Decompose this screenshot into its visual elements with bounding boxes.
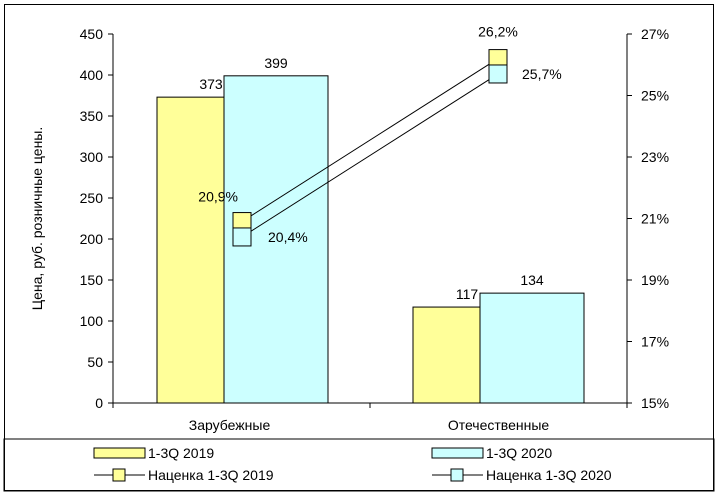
y-tick-label: 250 — [80, 190, 104, 206]
legend-label: 1-3Q 2020 — [486, 445, 552, 461]
bar-2019-0 — [156, 96, 225, 404]
y-tick-label: 150 — [80, 272, 104, 288]
legend-box — [3, 438, 715, 492]
line-marker — [488, 64, 508, 84]
bar-value-label: 117 — [456, 286, 479, 302]
bar-value-label: 373 — [199, 76, 223, 92]
line-value-label: 26,2% — [478, 24, 518, 40]
y-axis-label: Цена, руб. розничные цены. — [29, 127, 45, 311]
line-value-label: 20,4% — [268, 229, 308, 245]
line-markup-2020 — [241, 73, 499, 238]
y-tick-label: 100 — [80, 313, 104, 329]
x-tick-label: Зарубежные — [189, 417, 271, 433]
legend-label: Наценка 1-3Q 2020 — [486, 467, 612, 483]
y2-tick-label: 19% — [641, 272, 669, 288]
y2-tick-label: 17% — [641, 334, 669, 350]
x-tick-label: Отечественные — [448, 417, 550, 433]
legend-swatch — [431, 447, 484, 459]
legend-label: 1-3Q 2019 — [148, 445, 214, 461]
y-tick-label: 400 — [80, 67, 104, 83]
legend-marker — [112, 468, 126, 482]
y-tick-label: 50 — [87, 354, 103, 370]
y2-tick-label: 27% — [641, 26, 669, 42]
line-markup-2019 — [241, 58, 499, 222]
line-marker — [232, 227, 252, 247]
y-tick-label: 0 — [95, 395, 103, 411]
y2-tick-label: 15% — [641, 395, 669, 411]
y2-tick-label: 21% — [641, 211, 669, 227]
line-value-label: 25,7% — [522, 66, 562, 82]
bar-2020-1 — [479, 292, 585, 404]
legend-swatch — [93, 447, 146, 459]
bar-2019-1 — [412, 306, 481, 404]
y-tick-label: 200 — [80, 231, 104, 247]
bar-value-label: 399 — [264, 55, 288, 71]
y-tick-label: 300 — [80, 149, 104, 165]
y-tick-label: 350 — [80, 108, 104, 124]
legend-label: Наценка 1-3Q 2019 — [148, 467, 274, 483]
y2-tick-label: 23% — [641, 149, 669, 165]
legend-marker — [450, 468, 464, 482]
line-value-label: 20,9% — [198, 189, 238, 205]
y-tick-label: 450 — [80, 26, 104, 42]
bar-value-label: 134 — [520, 272, 544, 288]
chart-frame — [4, 4, 714, 491]
bar-2020-0 — [223, 75, 329, 404]
y2-tick-label: 25% — [641, 88, 669, 104]
